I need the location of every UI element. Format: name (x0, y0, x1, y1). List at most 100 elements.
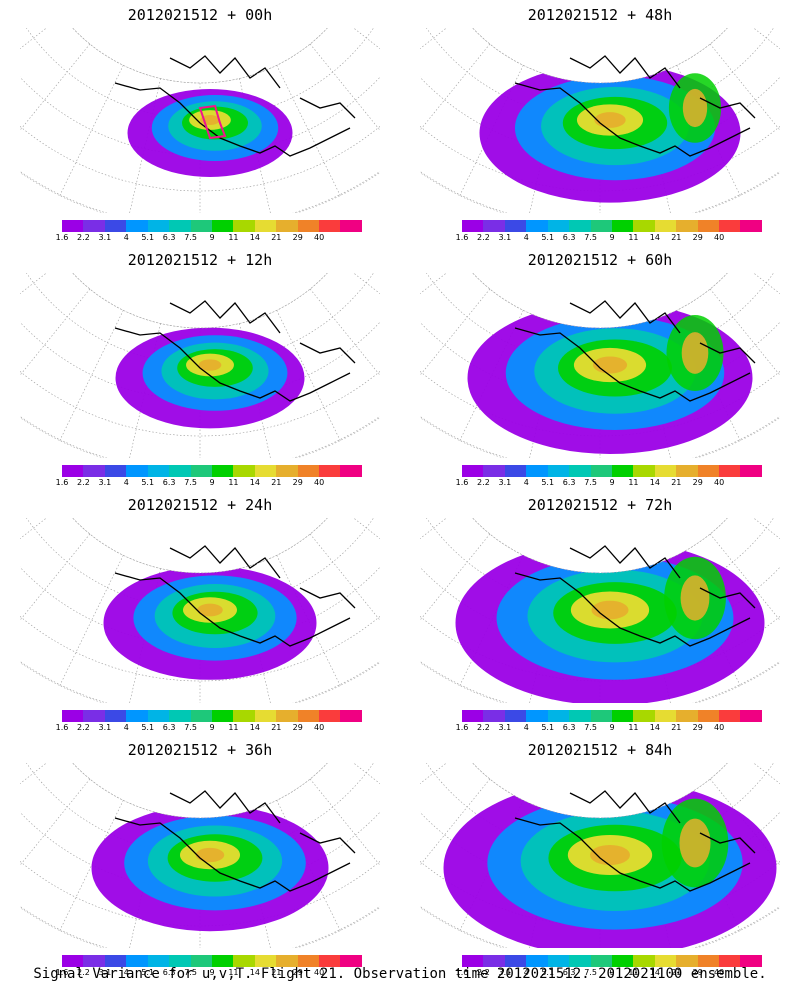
colorbar-swatch (526, 955, 548, 967)
colorbar-swatch (190, 710, 212, 722)
colorbar-tick-label: 4 (523, 233, 529, 242)
colorbar-tick-label: 29 (292, 478, 303, 487)
colorbar-tick-label: 5.1 (141, 233, 155, 242)
colorbar-tick-label: 7.5 (184, 968, 197, 977)
colorbar-tick-label: 3.1 (98, 478, 112, 487)
colorbar-swatch (590, 955, 612, 967)
colorbar-tick-label: 3.1 (498, 968, 512, 977)
colorbar (62, 955, 362, 967)
colorbar-tick-label: 21 (671, 478, 682, 487)
variance-contour (591, 600, 629, 620)
colorbar-tick-label: 7.5 (184, 233, 197, 242)
colorbar-swatch (147, 465, 170, 477)
variance-map (20, 273, 380, 458)
colorbar-swatch (569, 465, 591, 477)
colorbar-swatch (147, 710, 170, 722)
colorbar-tick-label: 1.6 (55, 968, 69, 977)
colorbar-tick-label: 7.5 (584, 723, 597, 732)
longitude-line (759, 273, 780, 288)
longitude-line (20, 273, 47, 295)
variance-contour (681, 332, 709, 374)
colorbar-tick-label: 2.2 (477, 478, 490, 487)
colorbar-tick-label: 5.1 (141, 968, 155, 977)
colorbar-swatch (104, 710, 127, 722)
longitude-line (420, 273, 441, 288)
colorbar-swatch (254, 955, 277, 967)
colorbar-swatch (654, 955, 677, 967)
colorbar-tick-label: 9 (209, 478, 215, 487)
colorbar-swatch (104, 220, 127, 232)
colorbar-tick-label: 6.3 (162, 723, 176, 732)
variance-contour (195, 847, 225, 863)
longitude-line (59, 310, 124, 441)
variance-contour (197, 603, 223, 617)
colorbar-swatch (462, 710, 484, 722)
colorbar-swatch (254, 710, 277, 722)
colorbar-tick-label: 40 (314, 233, 325, 242)
colorbar-swatch (547, 465, 570, 477)
colorbar-swatch (233, 955, 255, 967)
colorbar-swatch (590, 710, 612, 722)
colorbar-swatch (719, 465, 741, 477)
colorbar-tick-label: 14 (249, 968, 260, 977)
colorbar-swatch (676, 955, 698, 967)
map-panel: 2012021512 + 24h 1.6 2.2 3.1 4 5.1 6.3 7.5 9 11 14… (0, 490, 400, 735)
variance-contour (679, 818, 711, 868)
colorbar-swatch (611, 220, 634, 232)
latitude-line (72, 273, 328, 329)
colorbar-swatch (633, 220, 655, 232)
variance-field (127, 89, 293, 177)
colorbar (462, 220, 762, 232)
coastline (114, 300, 356, 402)
colorbar-swatch (719, 955, 741, 967)
colorbar-swatch (297, 710, 320, 722)
colorbar (62, 465, 362, 477)
colorbar (462, 710, 762, 722)
colorbar-swatch (211, 955, 234, 967)
colorbar-swatch (62, 710, 84, 722)
latitude-line (72, 518, 328, 574)
longitude-line (20, 533, 91, 621)
colorbar-tick-label: 1.6 (55, 233, 69, 242)
panel-title: 2012021512 + 60h (527, 251, 673, 269)
colorbar-swatch (254, 465, 277, 477)
panel-title: 2012021512 + 12h (127, 251, 273, 269)
variance-contour (590, 845, 630, 865)
colorbar-swatch (104, 465, 127, 477)
colorbar-swatch (190, 955, 212, 967)
colorbar-tick-label: 21 (271, 723, 282, 732)
colorbar-swatch (526, 465, 548, 477)
colorbar-swatch (504, 955, 527, 967)
latitude-line (472, 28, 728, 84)
colorbar-tick-label: 1.6 (455, 968, 469, 977)
colorbar-tick-label: 29 (292, 233, 303, 242)
colorbar-tick-label: 40 (314, 968, 325, 977)
longitude-line (20, 273, 41, 288)
longitude-line (353, 763, 380, 785)
longitude-line (20, 763, 47, 785)
colorbar-swatch (126, 465, 148, 477)
colorbar-tick-label: 14 (249, 478, 260, 487)
longitude-line (420, 763, 441, 778)
colorbar-swatch (147, 220, 170, 232)
colorbar-swatch (697, 465, 720, 477)
longitude-line (20, 28, 41, 43)
colorbar-swatch (340, 220, 362, 232)
colorbar-tick-label: 3.1 (498, 478, 512, 487)
colorbar-swatch (233, 465, 255, 477)
colorbar-swatch (633, 710, 655, 722)
colorbar-tick-label: 11 (628, 968, 639, 977)
colorbar-tick-label: 4 (123, 968, 129, 977)
map-panel: 2012021512 + 00h 1.6 2.2 3.1 4 5.1 6.3 7.5 9 11 14… (0, 0, 400, 245)
colorbar-tick-label: 7.5 (584, 233, 597, 242)
colorbar-ticks: 1.6 2.2 3.1 4 5.1 6.3 7.5 9 11 14 21 29 40 (456, 968, 762, 980)
colorbar-swatch (233, 710, 255, 722)
colorbar-tick-label: 9 (609, 233, 615, 242)
colorbar-swatch (504, 220, 527, 232)
map-panel: 2012021512 + 84h 1.6 2.2 3.1 4 5.1 6.3 7.5 9 11 14… (400, 735, 800, 980)
colorbar-tick-label: 2.2 (77, 233, 90, 242)
colorbar-tick-label: 7.5 (584, 478, 597, 487)
colorbar-tick-label: 4 (123, 478, 129, 487)
longitude-line (20, 28, 47, 50)
colorbar-swatch (633, 465, 655, 477)
